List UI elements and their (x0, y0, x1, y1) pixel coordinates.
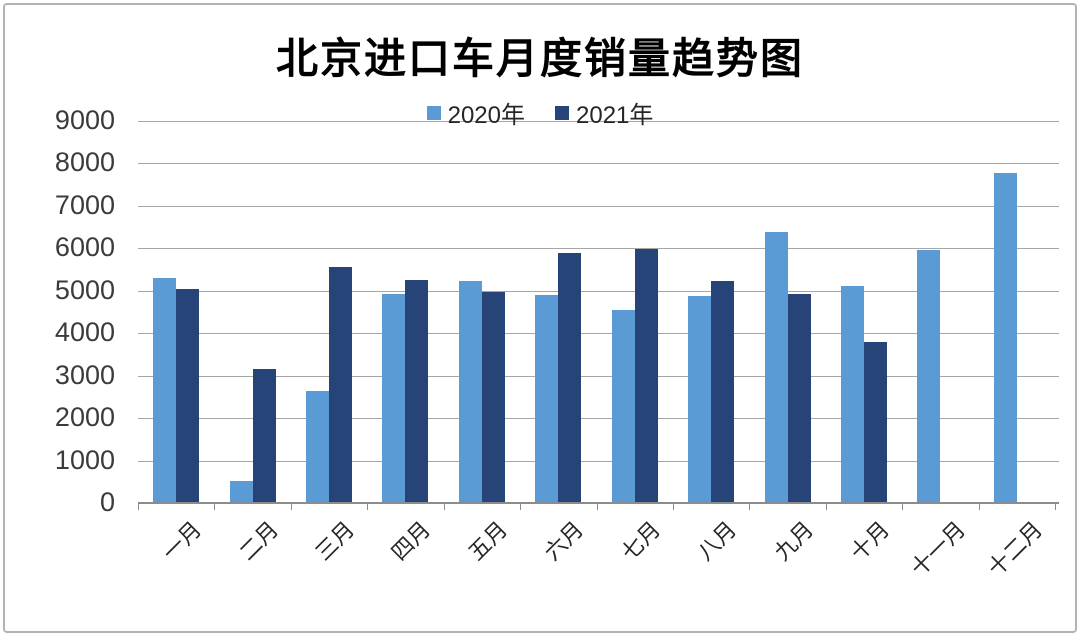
x-category-label: 六月 (539, 516, 589, 566)
x-tick (672, 503, 674, 510)
x-axis-line (138, 502, 1059, 504)
bar-2021年-一月 (176, 289, 200, 503)
bar-2021年-二月 (252, 369, 276, 503)
bar-2020年-二月 (229, 480, 253, 503)
gridline (138, 418, 1059, 420)
x-category-label: 五月 (463, 516, 513, 566)
y-tick-label: 2000 (54, 401, 115, 432)
bar-2020年-五月 (458, 281, 482, 503)
x-tick (902, 503, 904, 510)
x-tick (138, 503, 139, 510)
bar-2021年-七月 (634, 249, 658, 503)
bar-2020年-十一月 (917, 250, 941, 503)
y-tick-label: 6000 (54, 232, 115, 263)
y-tick-label: 9000 (54, 104, 115, 135)
x-category-label: 三月 (310, 516, 360, 566)
bar-2021年-三月 (329, 267, 353, 503)
x-category-label: 八月 (692, 516, 742, 566)
y-tick-label: 7000 (54, 189, 115, 220)
y-tick-label: 1000 (54, 444, 115, 475)
bar-2021年-八月 (711, 281, 735, 503)
x-tick (443, 503, 445, 510)
x-tick (978, 503, 980, 510)
gridline (138, 205, 1059, 207)
x-category-label: 十一月 (906, 516, 971, 581)
bar-2020年-九月 (764, 232, 788, 503)
gridline (138, 375, 1059, 377)
gridline (138, 460, 1059, 462)
bar-2020年-八月 (688, 296, 712, 503)
bar-2021年-十月 (863, 342, 887, 503)
x-category-label: 九月 (768, 516, 818, 566)
y-tick-label: 4000 (54, 317, 115, 348)
x-category-label: 十二月 (982, 516, 1048, 581)
legend-label-2020: 2020年 (447, 102, 525, 129)
bar-2021年-五月 (481, 292, 505, 503)
chart-title: 北京进口车月度销量趋势图 (275, 35, 804, 82)
legend-item-2020: 2020年 (426, 95, 525, 130)
legend-label-2021: 2021年 (576, 102, 654, 129)
bar-2020年-十月 (840, 286, 864, 503)
x-tick (596, 503, 598, 510)
bar-2020年-三月 (306, 390, 330, 503)
x-tick (290, 503, 292, 510)
y-tick-label: 3000 (54, 359, 115, 390)
x-tick (214, 503, 216, 510)
gridline (138, 121, 1059, 122)
x-category-label: 十月 (845, 516, 895, 566)
bar-2020年-一月 (153, 278, 177, 503)
chart-plot-area: 0 1000 2000 3000 4000 5000 6000 7000 8000 9000 一月二… (5, 5, 1075, 631)
y-tick-label: 5000 (54, 274, 115, 305)
x-category-label: 二月 (234, 516, 283, 566)
legend: 2020年 2021年 (5, 95, 1075, 130)
gridline (138, 290, 1059, 292)
x-category-label: 一月 (157, 516, 207, 566)
y-tick-label: 0 (99, 486, 115, 517)
x-tick (367, 503, 369, 510)
gridline (138, 163, 1059, 165)
gridline (138, 248, 1059, 250)
legend-marker-2021-icon (555, 105, 569, 120)
x-tick (520, 503, 522, 510)
bar-2021年-四月 (405, 279, 429, 503)
legend-item-2021: 2021年 (555, 95, 653, 130)
x-tick (749, 503, 751, 510)
chart-frame: 北京进口车月度销量趋势图 2020年 2021年 0 1000 2000 3000 40… (3, 3, 1077, 633)
gridline (138, 333, 1059, 335)
x-category-label: 七月 (616, 516, 665, 566)
bar-2020年-四月 (382, 293, 406, 503)
legend-marker-2020-icon (426, 105, 441, 120)
bar-2020年-七月 (611, 310, 635, 503)
bar-2020年-六月 (535, 295, 559, 503)
x-category-label: 四月 (386, 516, 436, 566)
y-tick-label: 8000 (54, 147, 115, 178)
x-tick (825, 503, 827, 510)
bar-2021年-九月 (787, 294, 811, 503)
bar-2020年-十二月 (993, 172, 1017, 503)
x-tick (1055, 503, 1056, 510)
bar-2021年-六月 (558, 253, 582, 503)
